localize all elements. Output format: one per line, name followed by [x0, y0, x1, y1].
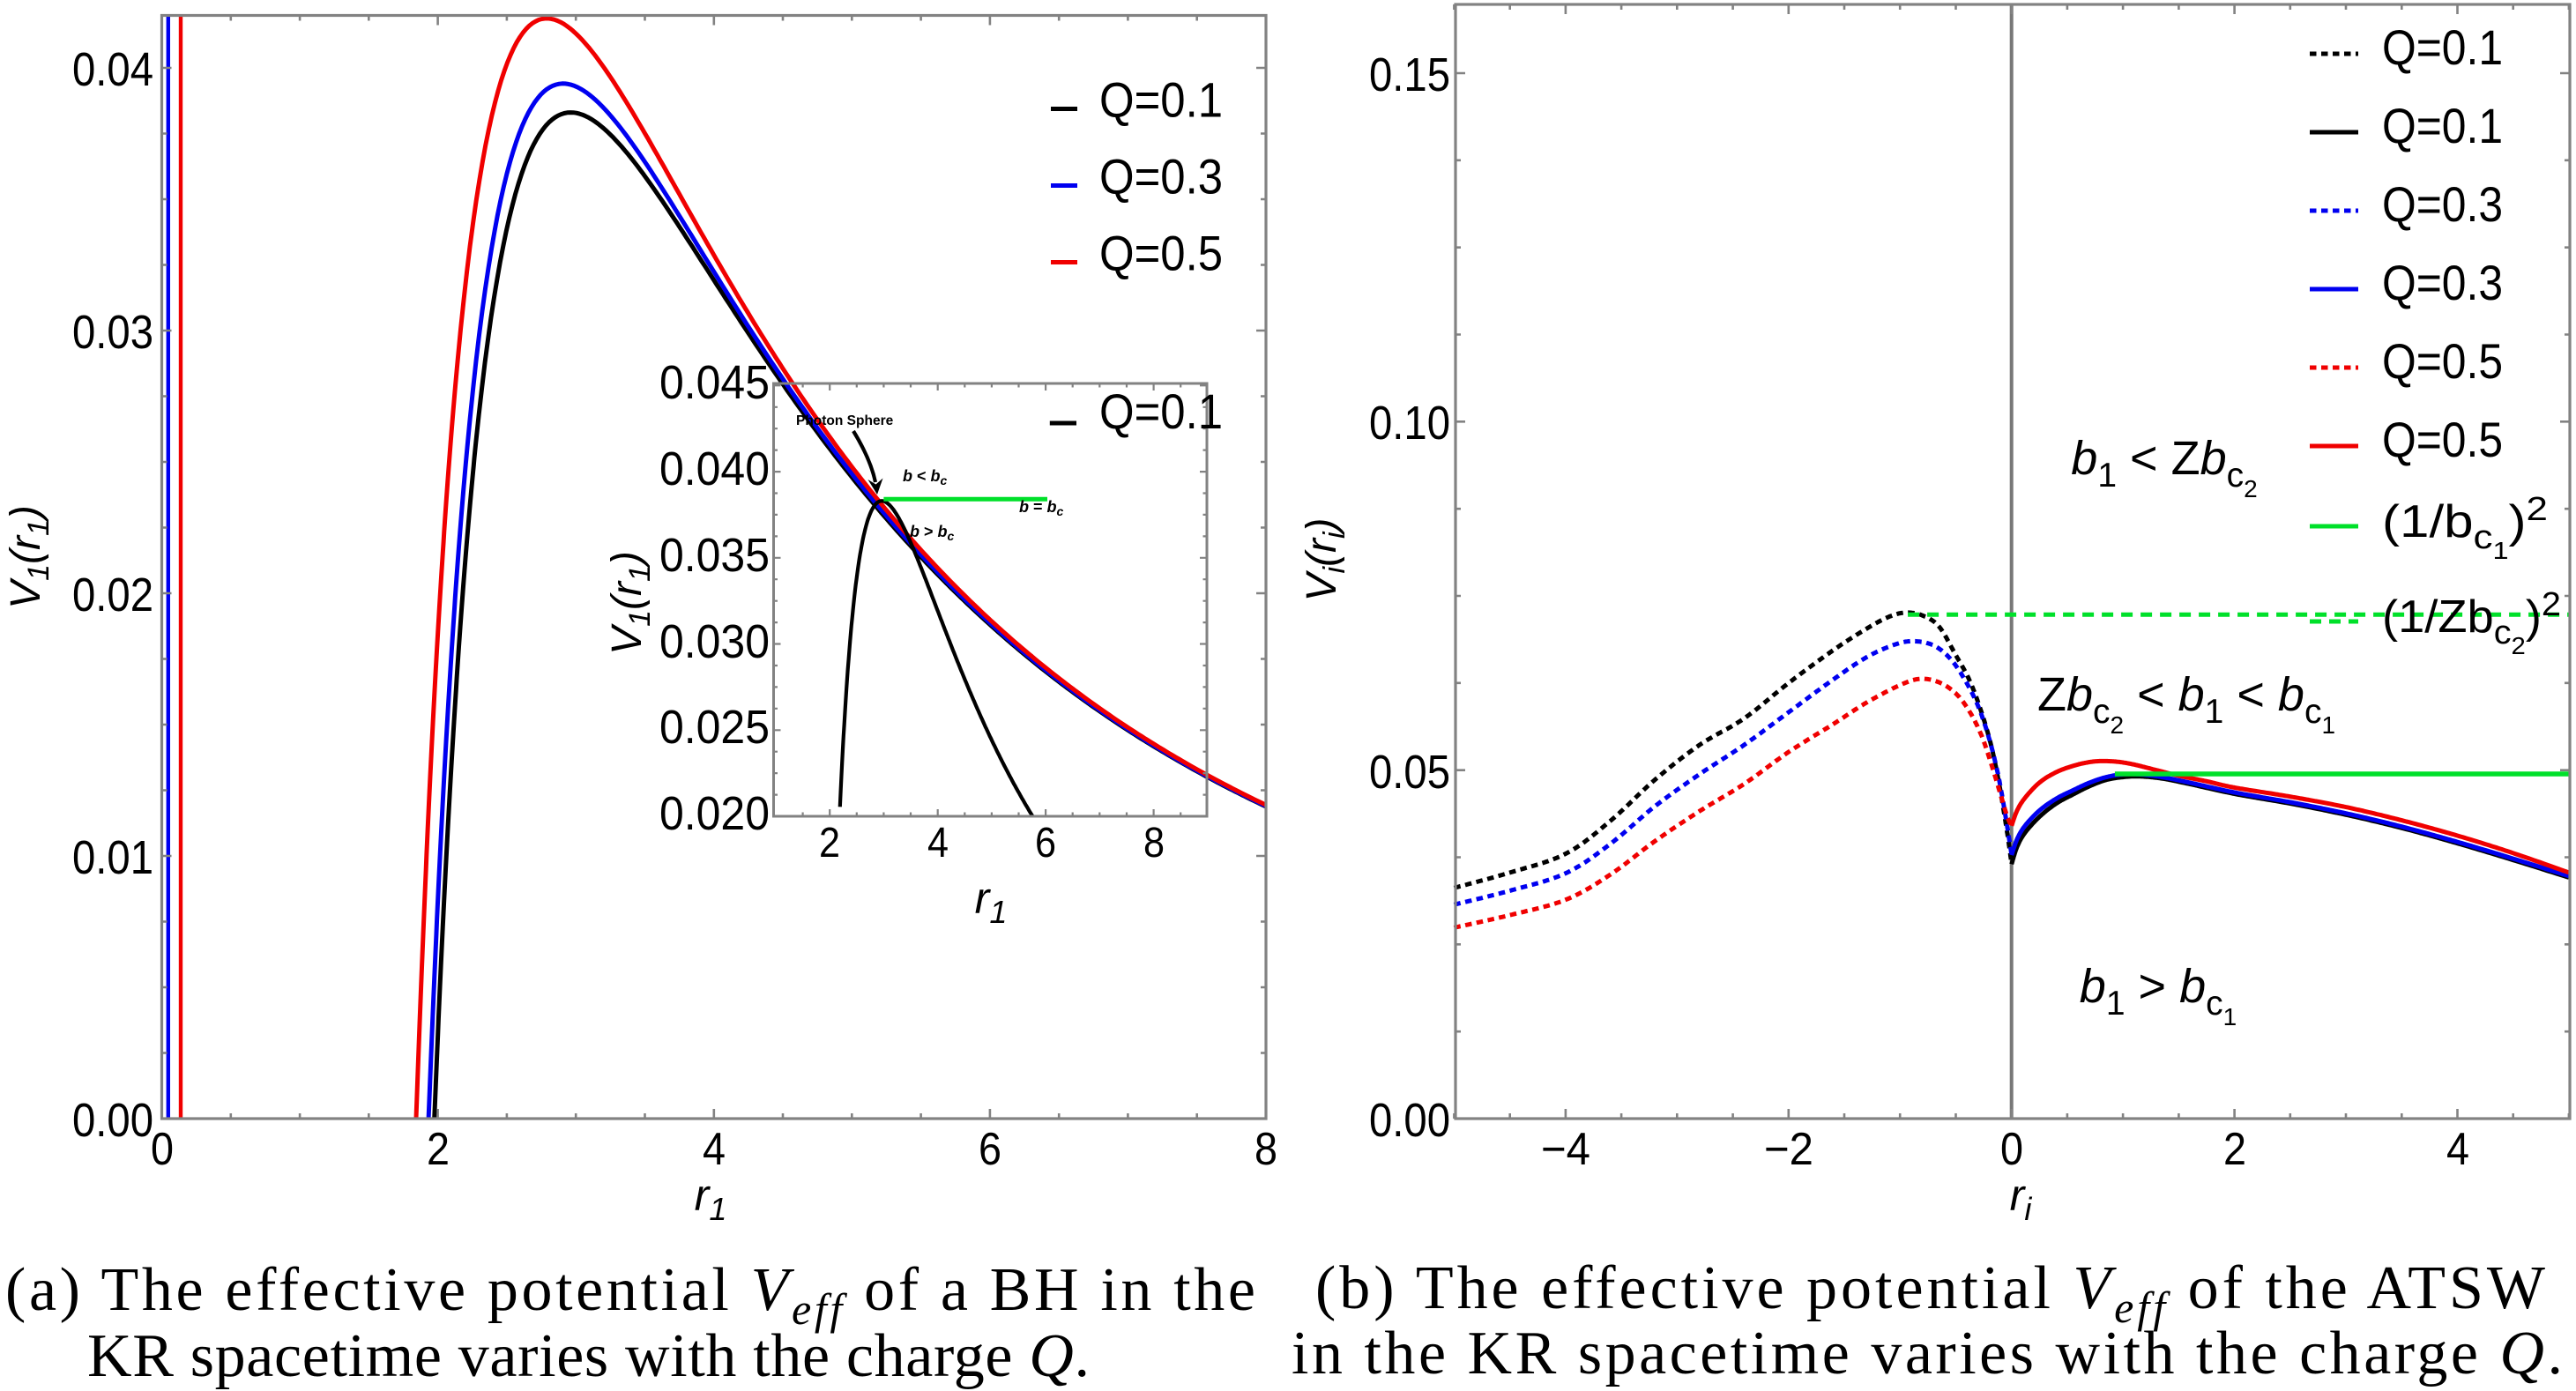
svg-text:2: 2	[427, 1124, 450, 1175]
svg-text:0: 0	[151, 1124, 174, 1175]
svg-text:Photon Sphere: Photon Sphere	[796, 413, 894, 428]
svg-text:Q=0.5: Q=0.5	[1099, 226, 1223, 281]
svg-text:r1: r1	[975, 874, 1008, 930]
svg-text:0.15: 0.15	[1369, 48, 1450, 101]
svg-text:Q=0.3: Q=0.3	[1099, 149, 1223, 205]
svg-text:b < bc: b < bc	[903, 467, 948, 487]
svg-text:0: 0	[2000, 1124, 2023, 1175]
svg-text:Q=0.5: Q=0.5	[2382, 412, 2503, 467]
svg-text:8: 8	[1143, 820, 1165, 867]
svg-text:2: 2	[819, 820, 840, 867]
svg-text:0.025: 0.025	[659, 701, 770, 754]
svg-text:4: 4	[2446, 1124, 2469, 1175]
svg-text:Q=0.3: Q=0.3	[2382, 176, 2503, 232]
svg-text:ri: ri	[2010, 1171, 2033, 1227]
svg-text:Q=0.5: Q=0.5	[2382, 333, 2503, 389]
svg-text:0.01: 0.01	[72, 831, 153, 884]
svg-text:KR spacetime varies with the c: KR spacetime varies with the charge Q.	[87, 1322, 1090, 1390]
svg-text:0.030: 0.030	[659, 615, 770, 668]
svg-text:b = bc: b = bc	[1019, 498, 1064, 518]
svg-text:8: 8	[1254, 1124, 1277, 1175]
svg-text:4: 4	[703, 1124, 726, 1175]
svg-text:0.03: 0.03	[72, 306, 153, 359]
svg-text:0.00: 0.00	[1369, 1094, 1450, 1147]
svg-text:4: 4	[927, 820, 949, 867]
svg-text:Q=0.1: Q=0.1	[2382, 19, 2503, 75]
svg-text:0.045: 0.045	[659, 356, 770, 409]
svg-text:0.040: 0.040	[659, 443, 770, 495]
svg-text:Q=0.1: Q=0.1	[1099, 72, 1223, 128]
svg-text:0.00: 0.00	[72, 1094, 153, 1147]
svg-text:0.04: 0.04	[72, 43, 153, 96]
svg-text:b1 > bc1: b1 > bc1	[2080, 960, 2237, 1030]
svg-text:−2: −2	[1764, 1124, 1813, 1175]
svg-text:2: 2	[2223, 1124, 2246, 1175]
svg-text:Q=0.1: Q=0.1	[2382, 98, 2503, 153]
svg-text:−4: −4	[1541, 1124, 1590, 1175]
svg-text:in the KR spacetime varies wit: in the KR spacetime varies with the char…	[1292, 1320, 2563, 1387]
svg-text:Zbc2 < b1 < bc1: Zbc2 < b1 < bc1	[2037, 668, 2335, 739]
svg-text:0.05: 0.05	[1369, 746, 1450, 799]
svg-text:Vi(ri): Vi(ri)	[1299, 517, 1351, 601]
svg-text:0.10: 0.10	[1369, 397, 1450, 450]
svg-text:0.035: 0.035	[659, 529, 770, 582]
svg-text:V1(r1): V1(r1)	[3, 505, 56, 609]
svg-text:0.02: 0.02	[72, 569, 153, 621]
svg-text:Q=0.3: Q=0.3	[2382, 255, 2503, 310]
svg-text:b > bc: b > bc	[910, 523, 955, 543]
svg-text:6: 6	[979, 1124, 1001, 1175]
svg-text:(a) The effective potential V: (a) The effective potential Veff of a BH…	[5, 1256, 1255, 1334]
svg-text:0.020: 0.020	[659, 787, 770, 840]
svg-text:Q=0.1: Q=0.1	[1099, 383, 1223, 439]
svg-text:b1 < Zbc2: b1 < Zbc2	[2071, 432, 2257, 502]
svg-text:6: 6	[1035, 820, 1056, 867]
